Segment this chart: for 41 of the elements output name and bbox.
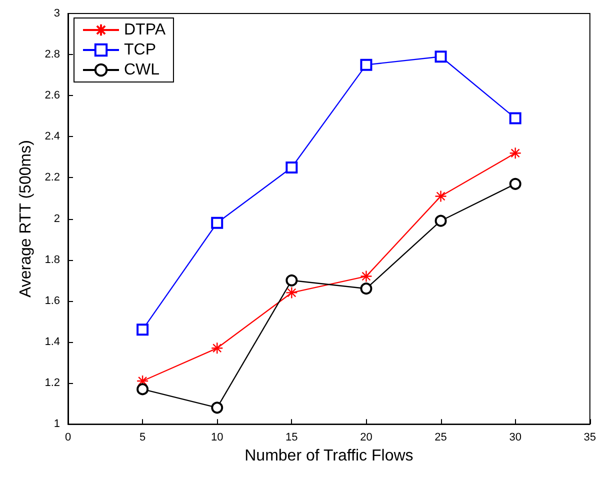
point [509, 112, 522, 124]
point [211, 216, 224, 229]
y-tick-label: 2 [54, 212, 60, 225]
point [211, 342, 224, 354]
y-tick-label: 2.4 [44, 130, 60, 143]
point [360, 282, 372, 295]
point [286, 161, 298, 174]
y-tick-label: 1.6 [44, 294, 60, 307]
point [211, 402, 224, 414]
point [136, 324, 149, 336]
point [360, 58, 372, 71]
point [286, 286, 298, 299]
point [286, 274, 298, 286]
point [509, 178, 522, 190]
y-axis-title: Average RTT (500ms) [17, 140, 34, 298]
x-tick-label: 20 [360, 432, 372, 444]
x-tick-label: 35 [584, 432, 596, 444]
y-tick-label: 1 [54, 418, 60, 430]
y-tick-label: 1.8 [44, 254, 60, 266]
legend-label: CWL [124, 62, 160, 78]
x-axis-title: Number of Traffic Flows [244, 448, 414, 464]
point [136, 383, 149, 396]
point [360, 270, 372, 282]
x-tick-label: 15 [286, 432, 298, 444]
x-tick-label: 10 [210, 432, 224, 444]
legend-label: DTPA [124, 22, 166, 38]
point [509, 147, 522, 160]
x-tick-label: 5 [139, 432, 146, 444]
x-tick-label: 30 [509, 432, 522, 444]
point [434, 190, 447, 202]
x-tick-label: 25 [434, 432, 447, 444]
y-tick-label: 1.2 [44, 377, 60, 390]
y-tick-label: 1.4 [44, 336, 60, 348]
y-tick-label: 2.8 [44, 48, 60, 61]
point [434, 214, 447, 227]
y-tick-label: 2.6 [44, 90, 60, 102]
y-tick-label: 3 [54, 8, 60, 20]
x-tick-label: 0 [64, 432, 72, 444]
legend-label: TCP [124, 42, 156, 58]
point [434, 50, 447, 63]
y-tick-label: 2.2 [44, 172, 60, 184]
